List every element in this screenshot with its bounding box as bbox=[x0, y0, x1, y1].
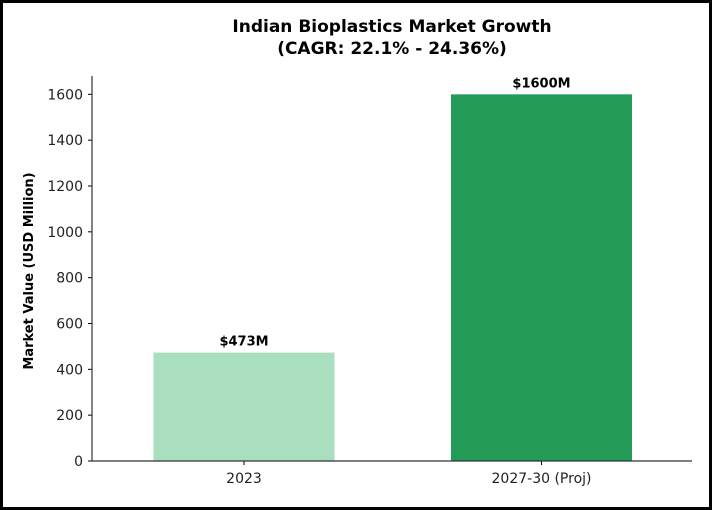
bar-chart: Indian Bioplastics Market Growth (CAGR: … bbox=[22, 17, 692, 487]
y-tick-label: 0 bbox=[74, 454, 83, 470]
chart-title: Indian Bioplastics Market Growth bbox=[232, 17, 551, 37]
x-tick-label: 2023 bbox=[226, 471, 262, 487]
bar-2027-30-proj- bbox=[451, 94, 632, 461]
y-tick-label: 1600 bbox=[47, 87, 83, 103]
bar-2023 bbox=[153, 352, 335, 461]
x-tick-label: 2027-30 (Proj) bbox=[492, 471, 592, 487]
y-axis-label: Market Value (USD Million) bbox=[22, 172, 37, 369]
data-label: $473M bbox=[219, 335, 268, 350]
y-tick-label: 200 bbox=[56, 408, 83, 424]
y-tick-label: 600 bbox=[56, 317, 83, 333]
y-tick-label: 400 bbox=[56, 362, 83, 378]
y-tick-label: 1000 bbox=[47, 225, 83, 241]
chart-subtitle: (CAGR: 22.1% - 24.36%) bbox=[277, 39, 507, 59]
y-tick-label: 800 bbox=[56, 271, 83, 287]
y-tick-label: 1400 bbox=[47, 133, 83, 149]
y-tick-label: 1200 bbox=[47, 179, 83, 195]
data-label: $1600M bbox=[512, 76, 570, 91]
